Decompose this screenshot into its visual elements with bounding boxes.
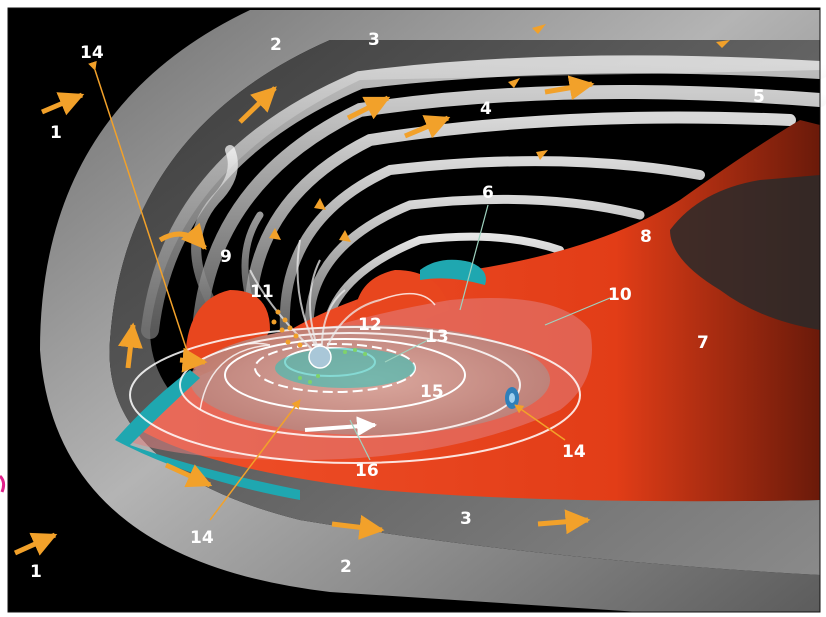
green-dots <box>298 348 367 384</box>
label-14-right: 14 <box>562 442 586 462</box>
label-1-lower: 1 <box>30 562 42 582</box>
image-frame <box>7 7 821 613</box>
label-11: 11 <box>250 282 274 302</box>
solar-wind-arrows <box>13 75 595 556</box>
label-16: 16 <box>355 461 379 481</box>
label-7: 7 <box>697 333 709 353</box>
label-2-lower: 2 <box>340 557 352 577</box>
label-13: 13 <box>425 327 449 347</box>
magnetopause-shell <box>109 40 821 575</box>
low-latitude-boundary-layer <box>115 370 300 500</box>
mantle-boundary-layer <box>420 259 486 285</box>
edge-marker <box>0 474 6 493</box>
label-1-upper: 1 <box>50 123 62 143</box>
pointer-lines <box>349 204 611 461</box>
earth-icon <box>308 345 332 369</box>
particle-dots <box>271 309 303 348</box>
tail-lobe <box>670 175 820 330</box>
label-14-lower: 14 <box>190 528 214 548</box>
label-14-upper: 14 <box>80 43 104 63</box>
label-2-upper: 2 <box>270 35 282 55</box>
small-flow-arrows <box>269 24 730 242</box>
label-3-upper: 3 <box>368 30 380 50</box>
label-15: 15 <box>420 382 444 402</box>
label-3-lower: 3 <box>460 509 472 529</box>
label-8: 8 <box>640 227 652 247</box>
label-6: 6 <box>482 183 494 203</box>
number-labels: 1 1 2 2 3 3 4 5 6 7 8 9 10 11 12 13 14 1… <box>30 30 765 582</box>
satellite-icon <box>505 387 519 409</box>
leader-lines <box>88 60 566 521</box>
label-10: 10 <box>608 285 632 305</box>
current-arcs <box>199 292 436 411</box>
label-9: 9 <box>220 247 232 267</box>
label-4: 4 <box>480 99 492 119</box>
label-12: 12 <box>358 315 382 335</box>
ring-current-arrow <box>304 416 377 437</box>
label-5: 5 <box>753 87 765 107</box>
